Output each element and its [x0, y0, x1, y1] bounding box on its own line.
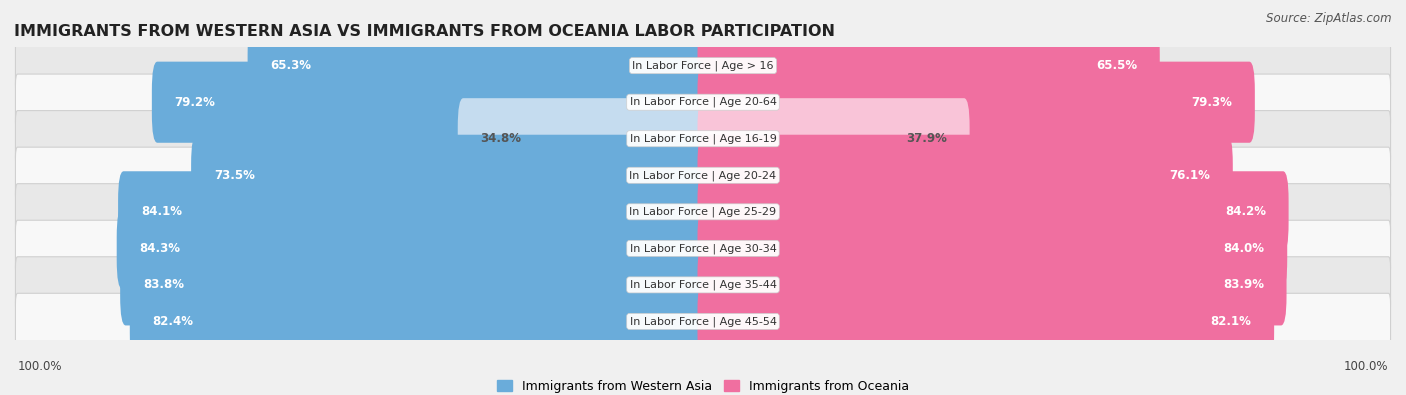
Text: In Labor Force | Age 20-24: In Labor Force | Age 20-24: [630, 170, 776, 181]
FancyBboxPatch shape: [191, 135, 709, 216]
Text: 79.3%: 79.3%: [1191, 96, 1232, 109]
Text: 34.8%: 34.8%: [481, 132, 522, 145]
FancyBboxPatch shape: [15, 147, 1391, 203]
FancyBboxPatch shape: [15, 111, 1391, 167]
Text: 83.9%: 83.9%: [1223, 278, 1264, 292]
FancyBboxPatch shape: [15, 293, 1391, 350]
FancyBboxPatch shape: [697, 245, 1286, 325]
Text: 83.8%: 83.8%: [143, 278, 184, 292]
FancyBboxPatch shape: [117, 208, 709, 289]
FancyBboxPatch shape: [697, 25, 1160, 106]
Text: IMMIGRANTS FROM WESTERN ASIA VS IMMIGRANTS FROM OCEANIA LABOR PARTICIPATION: IMMIGRANTS FROM WESTERN ASIA VS IMMIGRAN…: [14, 24, 835, 39]
FancyBboxPatch shape: [120, 245, 709, 325]
FancyBboxPatch shape: [118, 171, 709, 252]
FancyBboxPatch shape: [15, 220, 1391, 276]
FancyBboxPatch shape: [697, 62, 1254, 143]
Text: 76.1%: 76.1%: [1170, 169, 1211, 182]
FancyBboxPatch shape: [697, 171, 1289, 252]
Text: 100.0%: 100.0%: [17, 360, 62, 373]
Text: In Labor Force | Age 45-54: In Labor Force | Age 45-54: [630, 316, 776, 327]
FancyBboxPatch shape: [152, 62, 709, 143]
FancyBboxPatch shape: [697, 208, 1288, 289]
Text: 82.4%: 82.4%: [152, 315, 194, 328]
FancyBboxPatch shape: [697, 135, 1233, 216]
Text: In Labor Force | Age 25-29: In Labor Force | Age 25-29: [630, 207, 776, 217]
Text: 82.1%: 82.1%: [1211, 315, 1251, 328]
Text: In Labor Force | Age 35-44: In Labor Force | Age 35-44: [630, 280, 776, 290]
FancyBboxPatch shape: [15, 257, 1391, 313]
FancyBboxPatch shape: [15, 38, 1391, 94]
Text: 79.2%: 79.2%: [174, 96, 215, 109]
FancyBboxPatch shape: [129, 281, 709, 362]
Text: 100.0%: 100.0%: [1344, 360, 1389, 373]
Text: In Labor Force | Age 20-64: In Labor Force | Age 20-64: [630, 97, 776, 107]
FancyBboxPatch shape: [458, 98, 709, 179]
Text: In Labor Force | Age 16-19: In Labor Force | Age 16-19: [630, 134, 776, 144]
FancyBboxPatch shape: [247, 25, 709, 106]
Text: 84.3%: 84.3%: [139, 242, 180, 255]
Text: 65.5%: 65.5%: [1095, 59, 1137, 72]
Text: 73.5%: 73.5%: [214, 169, 254, 182]
Text: 37.9%: 37.9%: [905, 132, 946, 145]
FancyBboxPatch shape: [697, 281, 1274, 362]
Text: In Labor Force | Age > 16: In Labor Force | Age > 16: [633, 60, 773, 71]
FancyBboxPatch shape: [15, 74, 1391, 130]
Text: 84.0%: 84.0%: [1223, 242, 1264, 255]
FancyBboxPatch shape: [697, 98, 970, 179]
Legend: Immigrants from Western Asia, Immigrants from Oceania: Immigrants from Western Asia, Immigrants…: [492, 375, 914, 395]
Text: Source: ZipAtlas.com: Source: ZipAtlas.com: [1267, 12, 1392, 25]
Text: In Labor Force | Age 30-34: In Labor Force | Age 30-34: [630, 243, 776, 254]
Text: 84.1%: 84.1%: [141, 205, 181, 218]
FancyBboxPatch shape: [15, 184, 1391, 240]
Text: 65.3%: 65.3%: [270, 59, 311, 72]
Text: 84.2%: 84.2%: [1225, 205, 1265, 218]
